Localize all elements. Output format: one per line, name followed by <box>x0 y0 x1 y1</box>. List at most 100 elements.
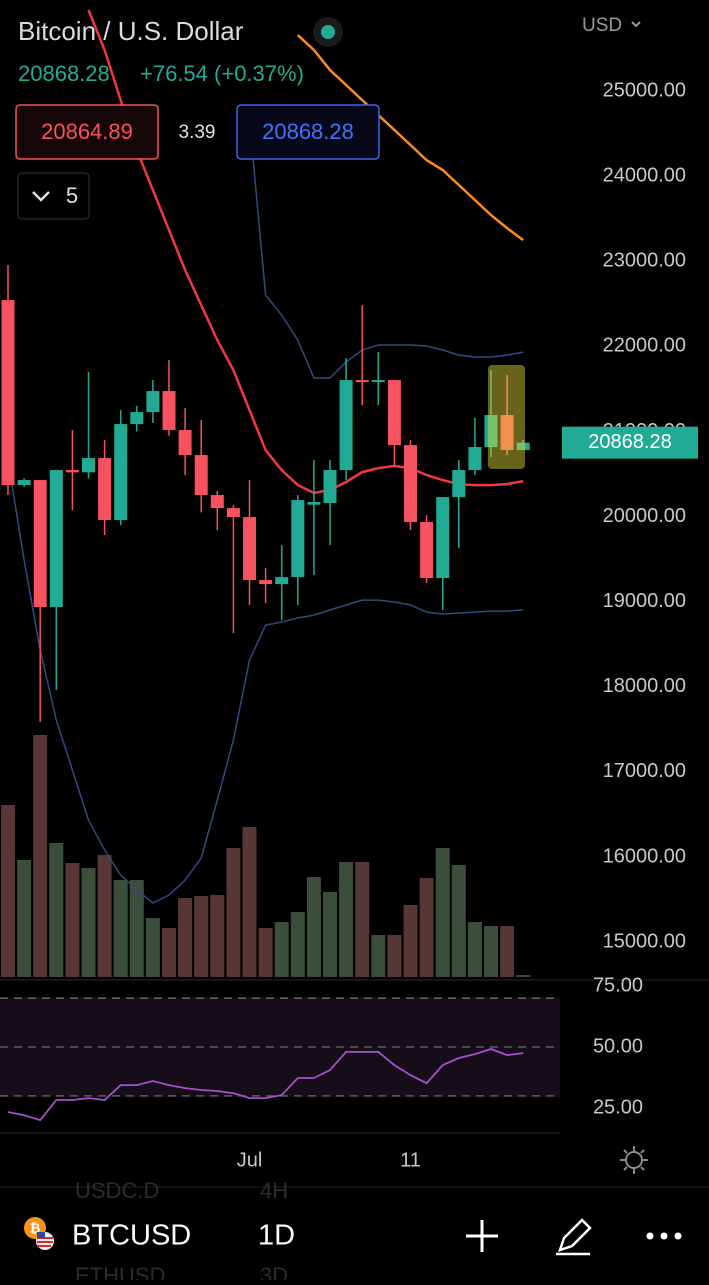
symbol-title: Bitcoin / U.S. Dollar <box>18 16 244 46</box>
last-price: 20868.28 <box>18 61 110 86</box>
volume-bar <box>435 848 450 977</box>
candle-body <box>243 517 256 581</box>
candle-body <box>500 415 514 451</box>
last-price-tag <box>562 426 698 459</box>
indicator-line <box>7 459 524 904</box>
candle-body <box>65 470 79 473</box>
volume-bar <box>226 848 241 977</box>
rsi-tick-label: 50.00 <box>593 1035 643 1057</box>
volume-bar <box>484 926 498 977</box>
candle-body <box>17 480 31 486</box>
candle-body <box>404 445 417 523</box>
volume-bar <box>387 935 402 977</box>
y-tick-label: 24000.00 <box>603 164 686 186</box>
indicator-line <box>296 34 524 242</box>
candle-body <box>420 522 434 579</box>
chevron-icon <box>32 191 50 202</box>
indicator-count: 5 <box>66 183 78 208</box>
candle-body <box>210 495 224 509</box>
volume-bar <box>145 918 160 977</box>
buy-button[interactable] <box>236 104 380 160</box>
bid-price: 20864.89 <box>41 119 133 144</box>
bitcoin-glyph: ₿ <box>30 1220 41 1235</box>
volume-bar <box>306 877 321 977</box>
toolbar-symbol[interactable]: BTCUSD <box>72 1220 191 1252</box>
volume-bar <box>17 860 32 977</box>
candle-body <box>114 424 128 521</box>
candle-body <box>323 470 337 504</box>
ghost-symbol: USDC.D <box>75 1178 159 1203</box>
indicator-line <box>87 9 524 495</box>
volume-bar <box>33 735 48 977</box>
volume-bar <box>339 862 354 977</box>
price-change: +76.54 (+0.37%) <box>140 61 304 86</box>
volume-bar <box>500 926 515 977</box>
usd-flag-canton <box>37 1232 45 1238</box>
candle-body <box>436 497 450 579</box>
candle-body <box>452 470 466 498</box>
candle-body <box>516 442 530 451</box>
last-price-label: 20868.28 <box>588 431 671 453</box>
volume-bar <box>129 880 144 977</box>
ghost-interval: 4H <box>260 1178 288 1203</box>
spread: 3.39 <box>179 122 216 143</box>
candle-body <box>387 380 401 446</box>
price-pane <box>1 9 531 977</box>
volume-bar <box>97 855 112 977</box>
indicators-toggle[interactable] <box>17 172 90 220</box>
volume-bar <box>210 895 225 977</box>
status-dot <box>321 25 335 39</box>
volume-bar <box>419 878 434 977</box>
candle-body <box>146 391 160 413</box>
draw-button[interactable] <box>556 1218 592 1256</box>
candle-body <box>291 500 305 578</box>
volume-bar <box>194 896 209 977</box>
volume-bar <box>403 905 418 977</box>
settings-icon[interactable] <box>620 1146 648 1174</box>
more-button[interactable] <box>646 1232 682 1240</box>
candle-body <box>1 300 15 486</box>
candle-body <box>371 380 385 383</box>
currency-selector[interactable]: USD <box>582 15 622 36</box>
candle-body <box>468 447 482 471</box>
candle-body <box>98 458 112 521</box>
y-tick-label: 16000.00 <box>603 845 686 867</box>
y-tick-label: 22000.00 <box>603 335 686 357</box>
ask-price: 20868.28 <box>262 119 354 144</box>
volume-bar <box>290 912 305 977</box>
volume-bar <box>162 928 176 977</box>
y-tick-label: 19000.00 <box>603 590 686 612</box>
candle-body <box>484 415 498 448</box>
x-tick-label: Jul <box>237 1149 263 1171</box>
y-tick-label: 23000.00 <box>603 250 686 272</box>
y-tick-label: 18000.00 <box>603 675 686 697</box>
volume-bar <box>81 868 96 977</box>
add-button[interactable] <box>466 1220 498 1252</box>
volume-bar <box>65 863 80 977</box>
candle-body <box>194 455 208 496</box>
ghost-symbol: ETHUSD <box>75 1263 165 1280</box>
selection-highlight <box>488 365 525 469</box>
indicator-line <box>248 120 524 379</box>
volume-bar <box>178 898 193 977</box>
y-tick-label: 25000.00 <box>603 79 686 101</box>
candle-body <box>307 502 321 505</box>
candle-body <box>130 412 144 425</box>
volume-bar <box>516 975 531 977</box>
ghost-interval: 3D <box>260 1263 288 1280</box>
toolbar-interval[interactable]: 1D <box>258 1220 295 1252</box>
y-tick-label: 15000.00 <box>603 930 686 952</box>
volume-bar <box>49 843 64 977</box>
candle-body <box>82 458 95 473</box>
volume-bar <box>274 922 289 977</box>
volume-bar <box>1 805 15 977</box>
rsi-tick-label: 75.00 <box>593 974 643 996</box>
sell-button[interactable] <box>15 104 159 160</box>
volume-bar <box>467 922 482 977</box>
candle-body <box>259 580 273 585</box>
candle-body <box>355 380 369 383</box>
candle-body <box>226 508 240 518</box>
candle-body <box>275 577 289 585</box>
